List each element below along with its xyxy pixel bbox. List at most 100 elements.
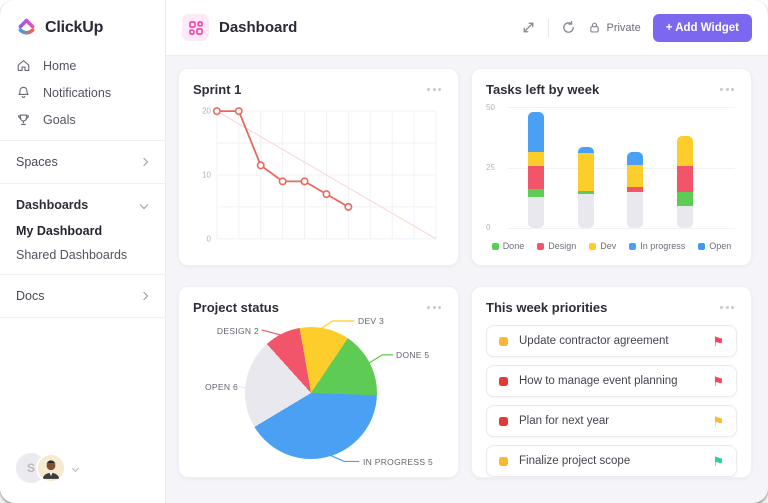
gridline — [508, 167, 735, 169]
sidebar-footer: S — [0, 453, 165, 503]
card-title: Project status — [193, 300, 279, 315]
header-actions: Private + Add Widget — [521, 13, 752, 42]
svg-text:20: 20 — [202, 107, 211, 116]
priority-item[interactable]: Update contractor agreement ⚑ — [486, 325, 737, 357]
priority-list: Update contractor agreement ⚑ How to man… — [486, 325, 737, 477]
avatar-initial: S — [26, 461, 35, 475]
status-square — [499, 416, 508, 426]
sidebar-section-spaces[interactable]: Spaces — [0, 148, 165, 176]
sprint-card: Sprint 1 20 10 0 — [178, 68, 459, 266]
card-title: Tasks left by week — [486, 82, 600, 97]
sidebar-item-goals[interactable]: Goals — [0, 106, 165, 133]
sidebar-divider — [0, 183, 165, 184]
flag-icon[interactable]: ⚑ — [712, 333, 724, 349]
stacked-bar — [677, 136, 693, 228]
tasks-by-week-card: Tasks left by week 50 25 0 Done Design Dev… — [471, 68, 752, 266]
sidebar: ClickUp Home Notifications Goals — [0, 0, 166, 503]
sidebar-section-docs[interactable]: Docs — [0, 282, 165, 310]
priority-text: Plan for next year — [519, 415, 610, 427]
dashboard-grid: Sprint 1 20 10 0 Tasks left by week 50 25 … — [166, 56, 768, 503]
project-status-card: Project status DEV 3 DONE 5 IN PROGRESS … — [178, 286, 459, 478]
pie — [245, 327, 377, 459]
legend-item: Done — [491, 241, 524, 251]
privacy-label: Private — [606, 21, 641, 34]
pie-label-open: OPEN 6 — [205, 382, 238, 392]
sidebar-item-label: Notifications — [43, 85, 112, 100]
legend-item: Design — [537, 241, 576, 251]
status-square — [499, 336, 508, 346]
flag-icon[interactable]: ⚑ — [712, 453, 724, 469]
more-menu-icon[interactable] — [717, 85, 737, 94]
card-header: Project status — [193, 300, 444, 315]
section-label: Spaces — [16, 155, 58, 169]
avatar-photo[interactable] — [36, 453, 66, 483]
more-menu-icon[interactable] — [424, 303, 444, 312]
bell-icon — [18, 86, 29, 99]
expand-icon[interactable] — [521, 20, 536, 35]
lock-icon — [590, 22, 600, 33]
svg-text:10: 10 — [202, 170, 211, 179]
header: Dashboard — [166, 0, 768, 56]
card-header: Tasks left by week — [486, 82, 737, 97]
sidebar-item-my-dashboard[interactable]: My Dashboard — [16, 224, 103, 238]
brand-logo-row[interactable]: ClickUp — [0, 0, 165, 52]
stacked-bar — [528, 111, 544, 228]
dashboard-icon-badge — [182, 14, 209, 41]
dashboard-grid-icon — [188, 20, 203, 35]
priority-item[interactable]: How to manage event planning ⚑ — [486, 365, 737, 397]
section-label: Dashboards — [16, 198, 89, 212]
privacy-control[interactable]: Private — [588, 21, 641, 34]
page-title: Dashboard — [219, 19, 298, 36]
priority-item[interactable]: Finalize project scope ⚑ — [486, 445, 737, 477]
chevron-right-icon — [139, 157, 149, 167]
sidebar-item-home[interactable]: Home — [0, 52, 165, 79]
refresh-icon[interactable] — [561, 20, 576, 35]
more-menu-icon[interactable] — [424, 85, 444, 94]
bars-plot — [508, 107, 735, 229]
sidebar-divider — [0, 274, 165, 275]
sprint-line-chart: 20 10 0 — [202, 107, 437, 243]
bar-legend: Done Design Dev In progress Open — [486, 241, 737, 251]
trophy-icon — [18, 114, 29, 125]
card-title: Sprint 1 — [193, 82, 242, 97]
card-header: This week priorities — [486, 300, 737, 315]
svg-text:0: 0 — [206, 234, 211, 243]
pie-label-design: DESIGN 2 — [216, 326, 259, 336]
sidebar-section-dashboards[interactable]: Dashboards — [0, 191, 165, 219]
chevron-down-icon[interactable] — [71, 464, 80, 472]
user-portrait-icon — [38, 455, 64, 481]
gridline — [508, 228, 735, 229]
y-axis-tick: 25 — [486, 163, 495, 172]
more-menu-icon[interactable] — [717, 303, 737, 312]
priority-text: How to manage event planning — [519, 375, 678, 387]
sidebar-item-notifications[interactable]: Notifications — [0, 79, 165, 106]
priority-item[interactable]: Plan for next year ⚑ — [486, 405, 737, 437]
legend-item: Dev — [589, 241, 616, 251]
priority-text: Update contractor agreement — [519, 335, 669, 347]
sidebar-item-label: Home — [43, 58, 77, 73]
stacked-bar — [578, 147, 594, 228]
y-axis-tick: 0 — [486, 223, 491, 232]
priorities-card: This week priorities Update contractor a… — [471, 286, 752, 478]
flag-icon[interactable]: ⚑ — [712, 373, 724, 389]
pie-label-in-progress: IN PROGRESS 5 — [363, 457, 434, 467]
add-widget-button[interactable]: + Add Widget — [652, 13, 752, 42]
main-area: Dashboard — [166, 0, 768, 503]
bar-chart: 50 25 0 — [486, 101, 737, 234]
status-square — [499, 376, 508, 386]
sidebar-item-shared-dashboards[interactable]: Shared Dashboards — [16, 248, 128, 262]
separator — [548, 18, 550, 37]
pie-label-dev: DEV 3 — [358, 316, 385, 326]
card-title: This week priorities — [486, 300, 608, 315]
pie-chart: DEV 3 DONE 5 IN PROGRESS 5 OPEN 6 DESIGN… — [193, 316, 444, 469]
home-icon — [17, 60, 30, 71]
flag-icon[interactable]: ⚑ — [712, 413, 724, 429]
brand-name: ClickUp — [45, 18, 104, 36]
pie-label-done: DONE 5 — [396, 350, 430, 360]
clickup-logo-icon — [18, 18, 35, 35]
sidebar-divider — [0, 317, 165, 318]
card-header: Sprint 1 — [193, 82, 444, 97]
section-label: Docs — [16, 289, 45, 303]
stacked-bar — [627, 151, 643, 228]
y-axis-tick: 50 — [486, 103, 495, 112]
